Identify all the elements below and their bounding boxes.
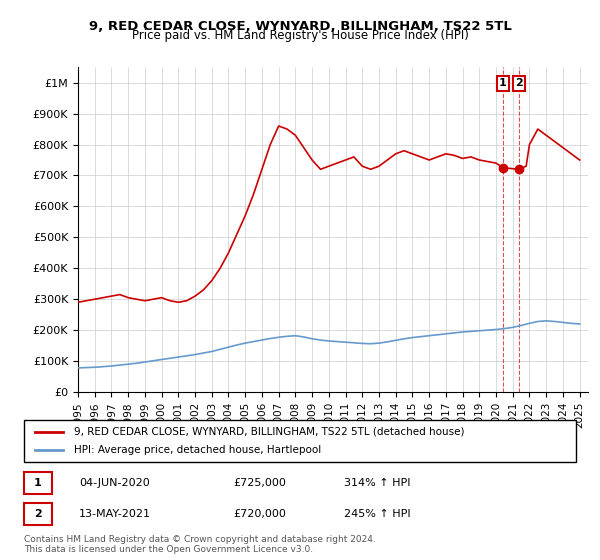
Text: Price paid vs. HM Land Registry's House Price Index (HPI): Price paid vs. HM Land Registry's House … (131, 29, 469, 42)
Text: 04-JUN-2020: 04-JUN-2020 (79, 478, 150, 488)
Text: 2: 2 (515, 78, 523, 88)
Text: 13-MAY-2021: 13-MAY-2021 (79, 509, 151, 519)
Text: 314% ↑ HPI: 314% ↑ HPI (344, 478, 410, 488)
Text: HPI: Average price, detached house, Hartlepool: HPI: Average price, detached house, Hart… (74, 445, 321, 455)
Text: 9, RED CEDAR CLOSE, WYNYARD, BILLINGHAM, TS22 5TL (detached house): 9, RED CEDAR CLOSE, WYNYARD, BILLINGHAM,… (74, 427, 464, 437)
Text: Contains HM Land Registry data © Crown copyright and database right 2024.
This d: Contains HM Land Registry data © Crown c… (24, 535, 376, 554)
FancyBboxPatch shape (24, 472, 52, 494)
FancyBboxPatch shape (24, 503, 52, 525)
FancyBboxPatch shape (24, 420, 576, 462)
Text: 245% ↑ HPI: 245% ↑ HPI (344, 509, 411, 519)
Text: £720,000: £720,000 (234, 509, 287, 519)
Text: 2: 2 (34, 509, 41, 519)
Text: 1: 1 (34, 478, 41, 488)
Text: 9, RED CEDAR CLOSE, WYNYARD, BILLINGHAM, TS22 5TL: 9, RED CEDAR CLOSE, WYNYARD, BILLINGHAM,… (89, 20, 511, 32)
Text: £725,000: £725,000 (234, 478, 287, 488)
Text: 1: 1 (499, 78, 507, 88)
